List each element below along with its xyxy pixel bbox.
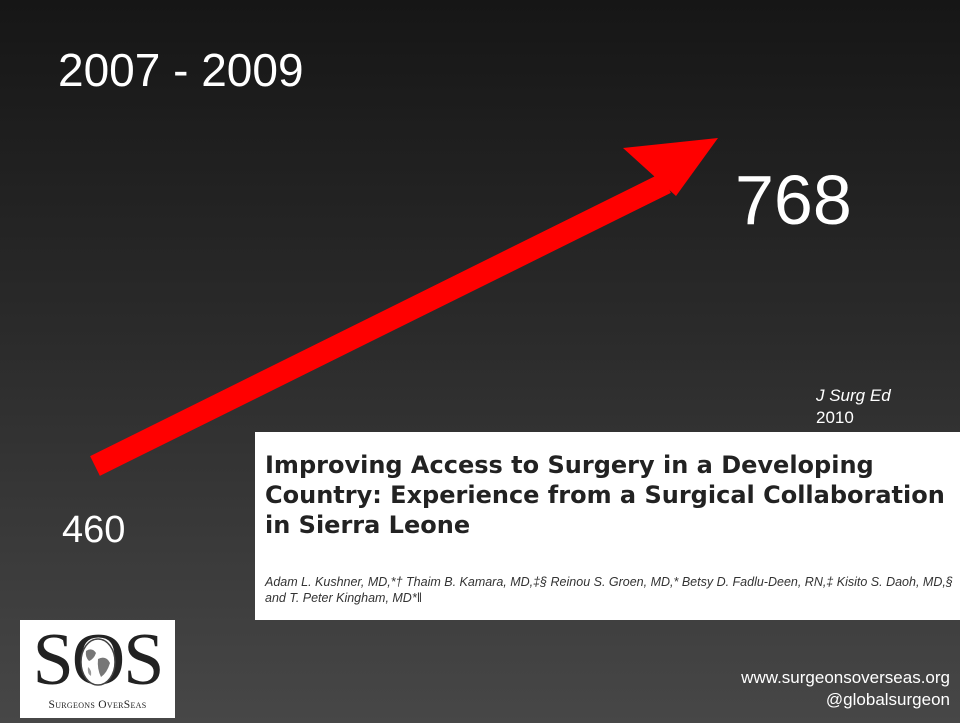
paper-title: Improving Access to Surgery in a Develop… [265,451,945,539]
logo-subtitle: Surgeons OverSeas [48,699,147,711]
twitter-handle[interactable]: @globalsurgeon [825,690,950,709]
journal-name: J Surg Ed [816,386,891,405]
paper-authors: Adam L. Kushner, MD,*† Thaim B. Kamara, … [265,575,953,605]
years-heading: 2007 - 2009 [58,44,304,96]
website-link[interactable]: www.surgeonsoverseas.org [741,668,950,687]
start-value: 460 [62,509,126,551]
journal-citation: J Surg Ed 2010 [816,385,891,429]
end-value: 768 [735,161,852,239]
journal-year: 2010 [816,408,854,427]
sos-logo: SOS Surgeons OverSeas [20,620,175,718]
contact-info: www.surgeonsoverseas.org @globalsurgeon [741,667,950,711]
globe-icon [80,638,116,686]
paper-excerpt: Improving Access to Surgery in a Develop… [255,432,960,620]
